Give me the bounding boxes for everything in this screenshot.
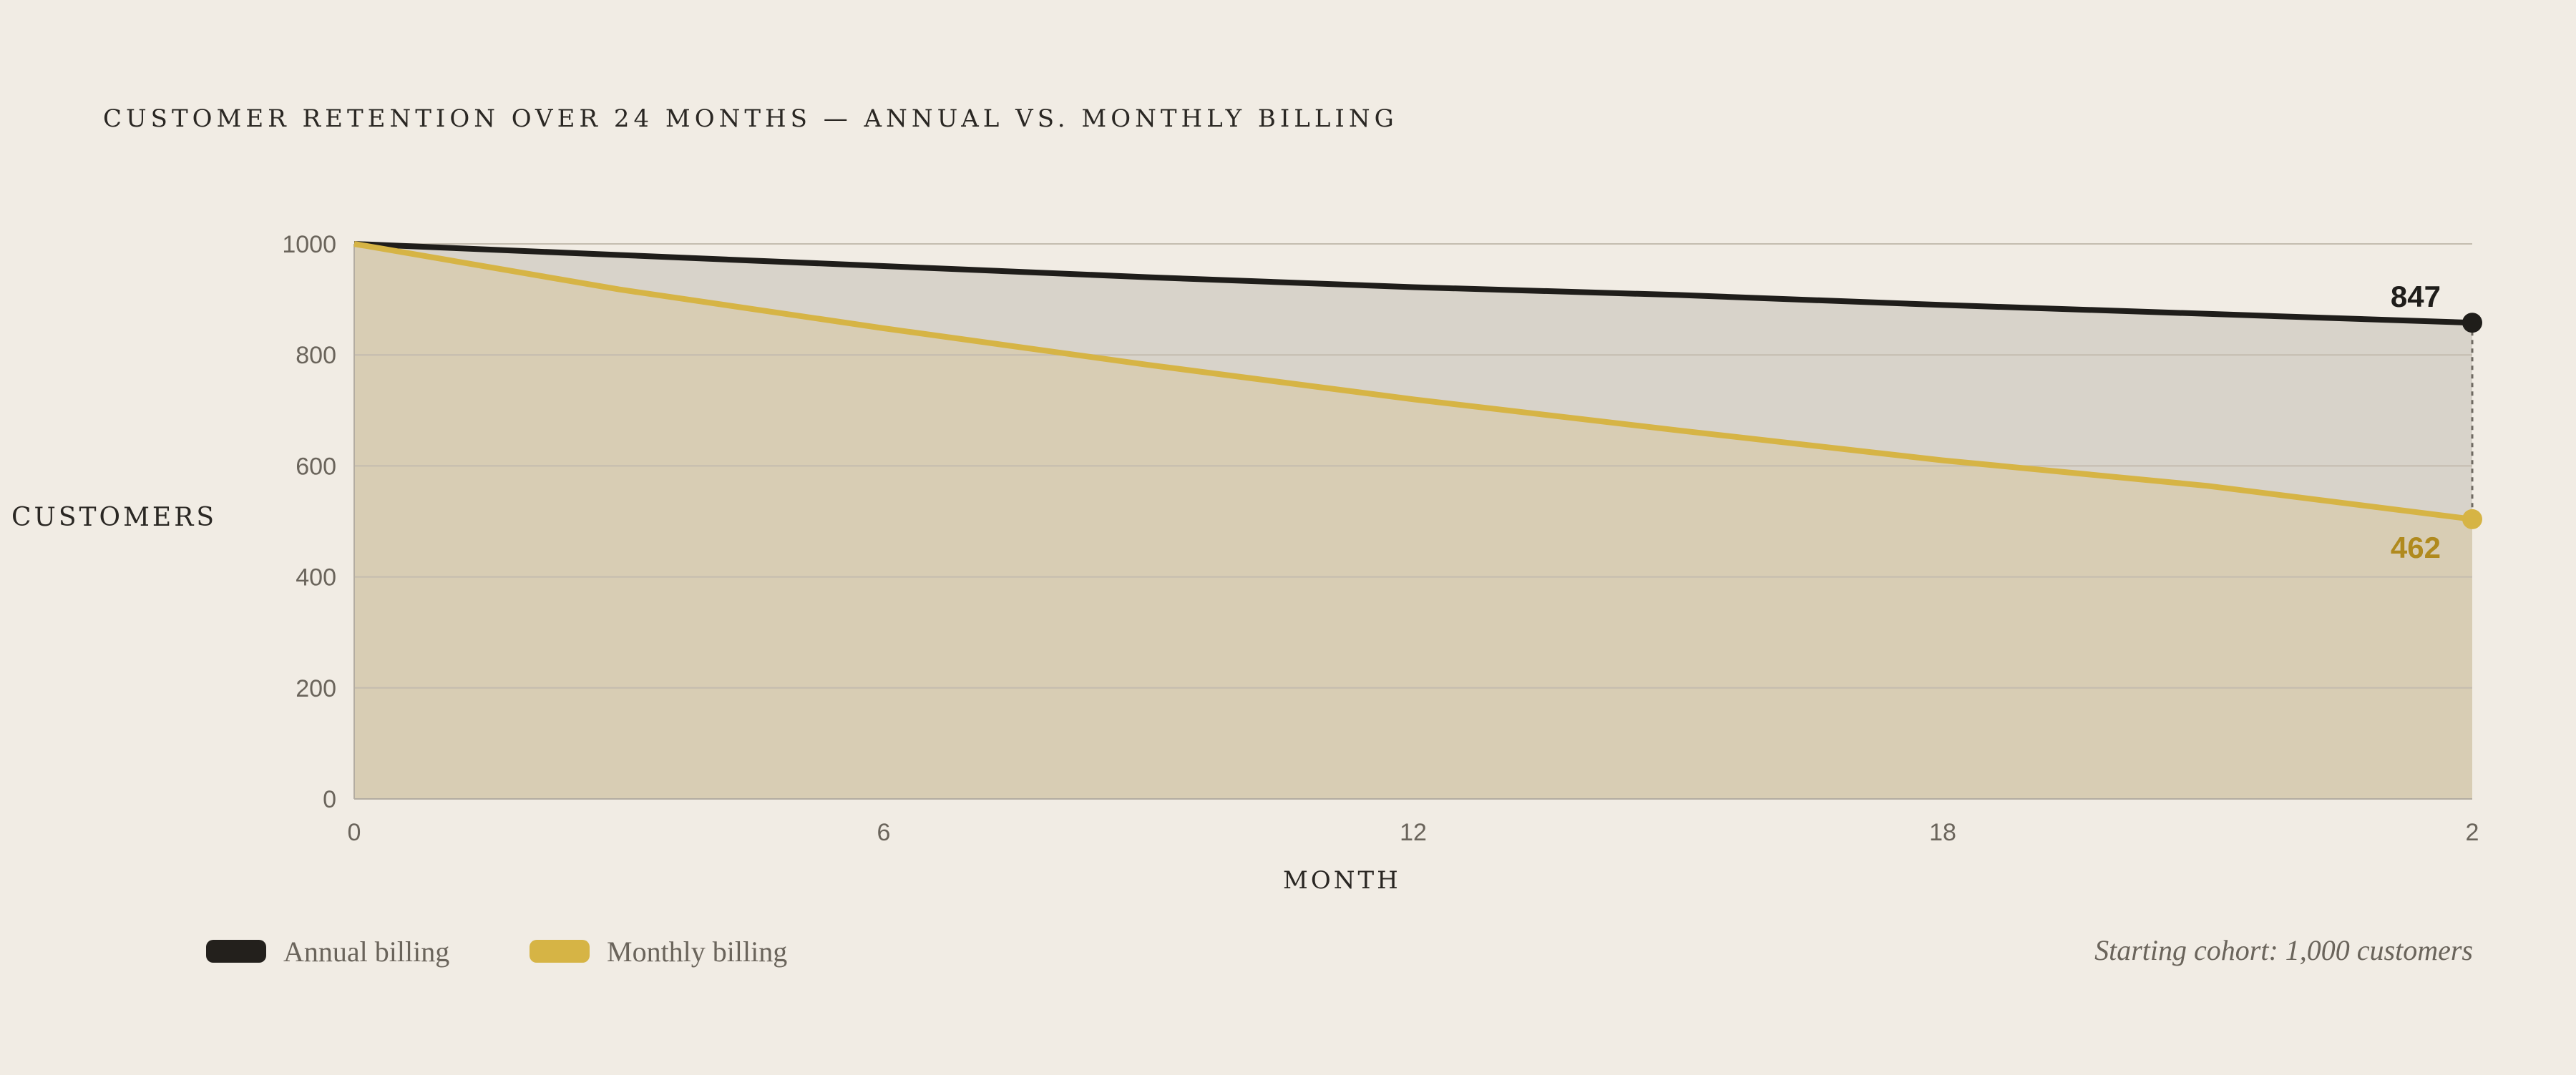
x-axis-label: MONTH [1283,866,1401,895]
legend-label-monthly: Monthly billing [607,935,788,968]
x-tick-label: 18 [1929,819,1956,846]
x-tick-label: 6 [877,819,891,846]
y-tick-label: 0 [323,786,336,813]
x-tick-label: 12 [1400,819,1427,846]
monthly-area [354,244,2472,799]
legend-swatch-annual [206,940,266,963]
legend-item-annual: Annual billing [206,931,449,971]
cohort-note: Starting cohort: 1,000 customers [2094,934,2473,966]
y-tick-label: 1000 [282,231,336,258]
monthly-line [353,241,2473,522]
legend-item-monthly: Monthly billing [530,931,787,971]
monthly-end-marker [2462,509,2482,529]
y-axis-label: CUSTOMERS [11,503,217,532]
y-tick-label: 200 [296,675,336,702]
monthly-end-label: 462 [2391,531,2441,564]
x-tick-label: 2 [2466,819,2479,846]
chart-title: CUSTOMER RETENTION OVER 24 MONTHS — ANNU… [103,104,1398,133]
legend-label-annual: Annual billing [283,935,450,968]
y-tick-label: 600 [296,453,336,480]
annual-end-marker [2462,313,2482,333]
y-tick-label: 400 [296,564,336,592]
x-tick-label: 0 [348,819,361,846]
legend-swatch-monthly [530,940,590,963]
y-tick-label: 800 [296,342,336,369]
annual-end-label: 847 [2391,280,2441,313]
annual-line [353,241,2473,326]
